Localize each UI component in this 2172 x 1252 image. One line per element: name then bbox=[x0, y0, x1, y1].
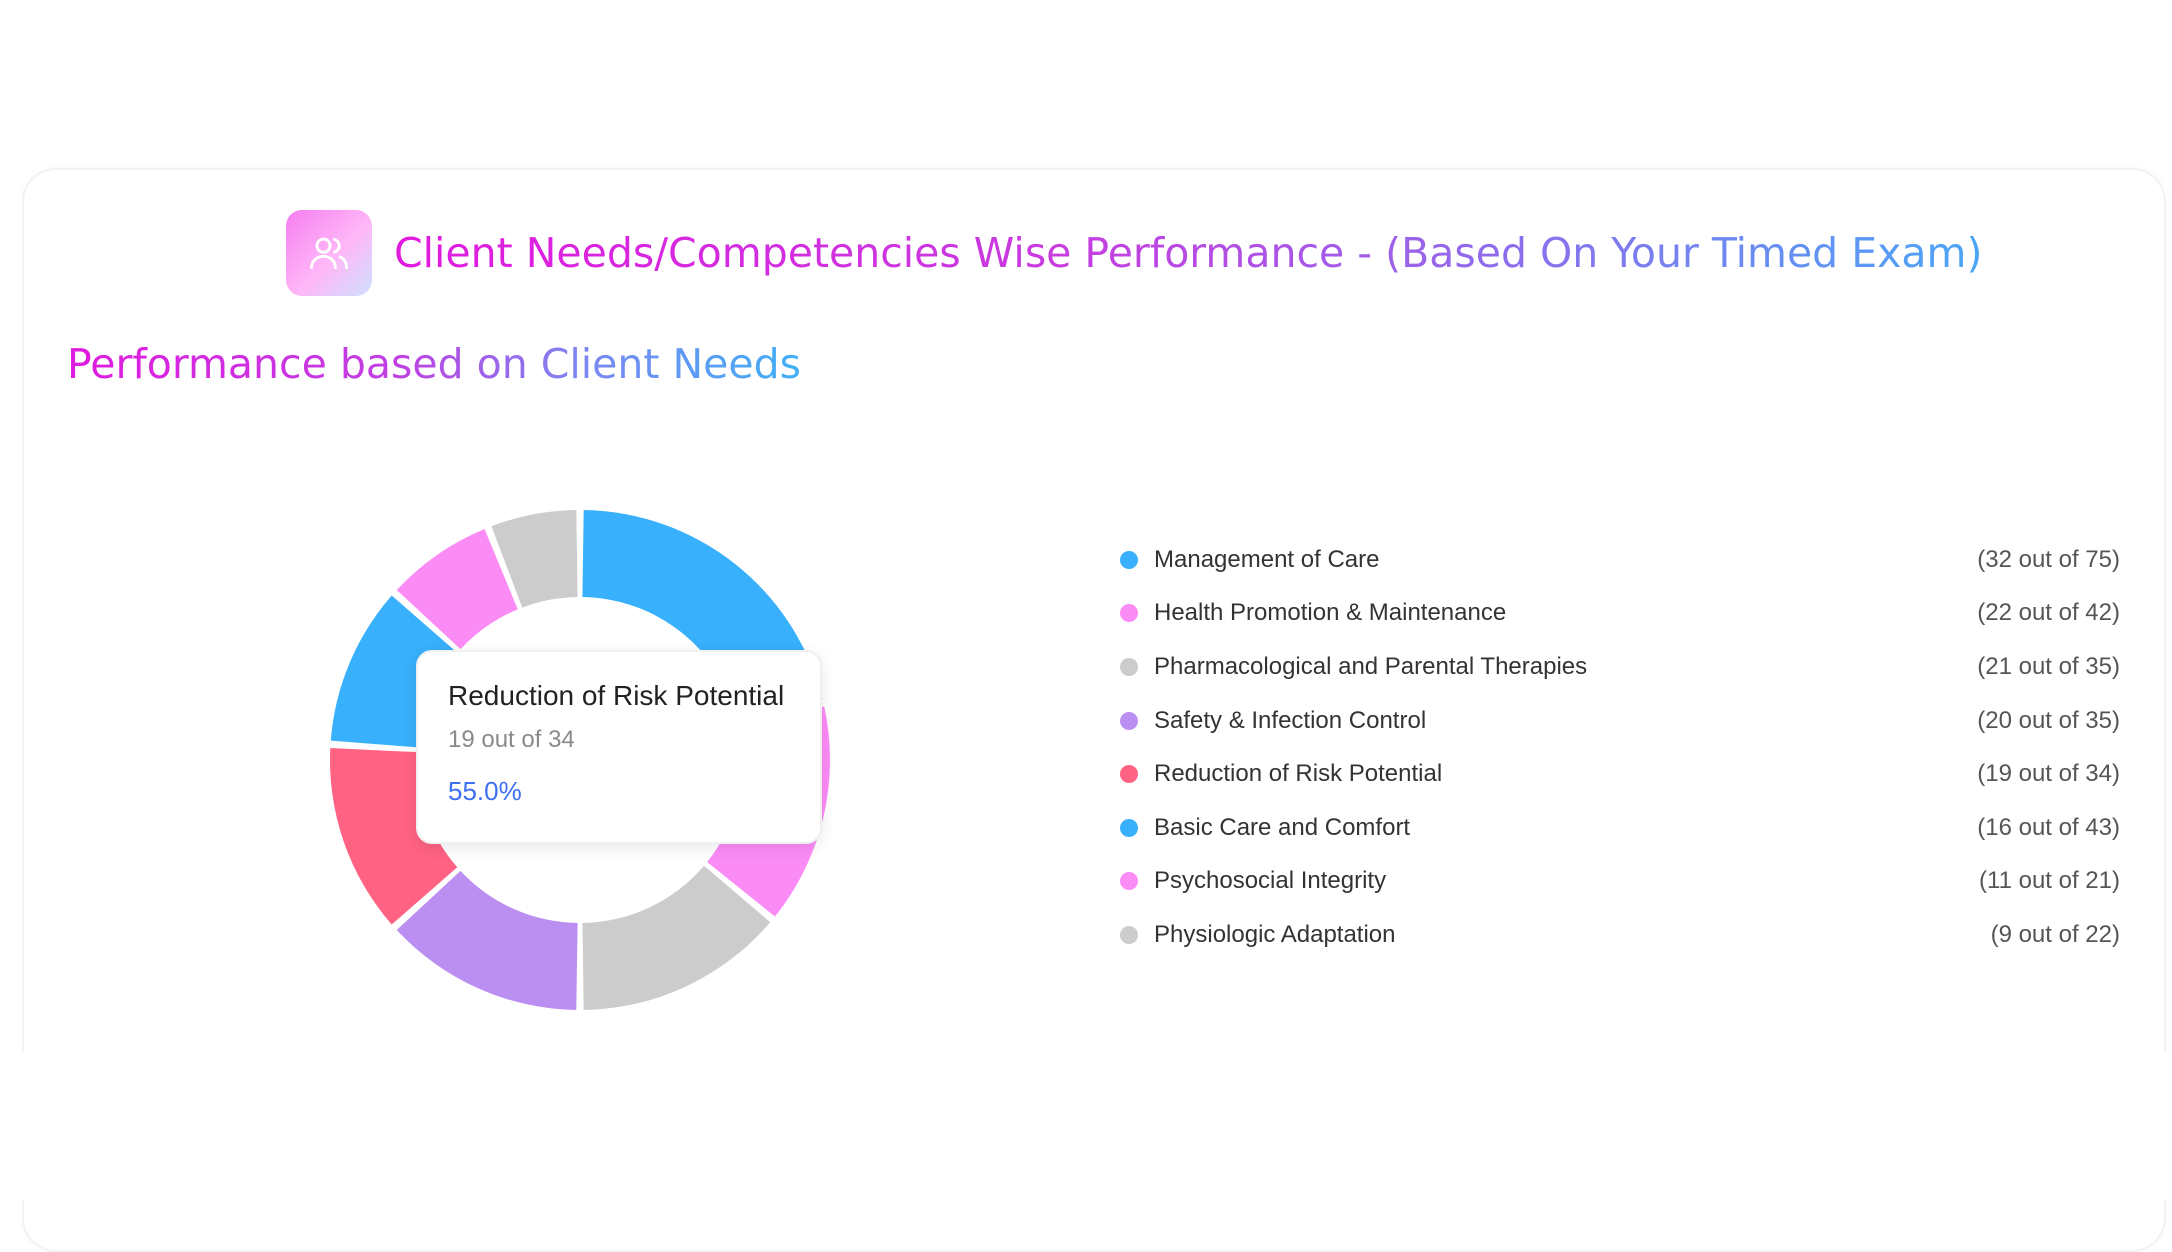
legend-count: (22 out of 42) bbox=[1977, 599, 2120, 627]
legend-label: Safety & Infection Control bbox=[1154, 706, 1427, 734]
viewport-bottom bbox=[0, 1052, 2172, 1200]
legend-item[interactable]: Safety & Infection Control (20 out of 35) bbox=[1120, 694, 2120, 748]
tooltip-percent: 55.0% bbox=[448, 776, 522, 806]
donut-slice[interactable] bbox=[330, 595, 458, 748]
legend-count: (16 out of 43) bbox=[1977, 813, 2120, 841]
legend-label: Health Promotion & Maintenance bbox=[1154, 599, 1507, 627]
donut-slice[interactable] bbox=[491, 510, 578, 608]
legend-item[interactable]: Psychosocial Integrity (11 out of 21) bbox=[1120, 855, 2120, 909]
donut-slice[interactable] bbox=[396, 528, 518, 650]
users-icon bbox=[286, 210, 372, 296]
legend-item[interactable]: Health Promotion & Maintenance (22 out of… bbox=[1120, 587, 2120, 641]
legend-label: Reduction of Risk Potential bbox=[1154, 760, 1443, 788]
legend-label: Basic Care and Comfort bbox=[1154, 813, 1411, 841]
card-title: Client Needs/Competencies Wise Performan… bbox=[394, 229, 1983, 277]
legend-count: (32 out of 75) bbox=[1977, 545, 2120, 573]
donut-slice[interactable] bbox=[396, 870, 578, 1010]
legend-count: (11 out of 21) bbox=[1979, 867, 2120, 895]
legend-item[interactable]: Basic Care and Comfort (16 out of 43) bbox=[1120, 801, 2120, 855]
legend-item[interactable]: Reduction of Risk Potential (19 out of 34… bbox=[1120, 747, 2120, 801]
legend-count: (20 out of 35) bbox=[1977, 706, 2120, 734]
legend-count: (19 out of 34) bbox=[1977, 760, 2120, 788]
legend-label: Management of Care bbox=[1154, 545, 1380, 573]
tooltip-detail: 19 out of 34 bbox=[448, 726, 575, 753]
legend-dot-icon bbox=[1120, 765, 1138, 784]
chart-legend: Management of Care (32 out of 75) Health P… bbox=[1120, 533, 2120, 962]
card-header: Client Needs/Competencies Wise Performan… bbox=[286, 210, 1982, 296]
legend-dot-icon bbox=[1120, 550, 1138, 569]
legend-dot-icon bbox=[1120, 818, 1138, 837]
legend-label: Pharmacological and Parental Therapies bbox=[1154, 652, 1588, 680]
legend-dot-icon bbox=[1120, 872, 1138, 891]
donut-slice[interactable] bbox=[330, 748, 458, 925]
donut-slice[interactable] bbox=[582, 865, 771, 1010]
legend-dot-icon bbox=[1120, 925, 1138, 944]
legend-dot-icon bbox=[1120, 657, 1138, 676]
tooltip-title: Reduction of Risk Potential bbox=[448, 680, 785, 711]
legend-item[interactable]: Physiologic Adaptation (9 out of 22) bbox=[1120, 908, 2120, 962]
legend-dot-icon bbox=[1120, 711, 1138, 730]
legend-label: Physiologic Adaptation bbox=[1154, 920, 1396, 948]
section-subtitle: Performance based on Client Needs bbox=[67, 340, 801, 388]
legend-item[interactable]: Pharmacological and Parental Therapies (2… bbox=[1120, 640, 2120, 694]
legend-label: Psychosocial Integrity bbox=[1154, 867, 1387, 895]
chart-tooltip: Reduction of Risk Potential 19 out of 34… bbox=[416, 650, 822, 844]
legend-count: (9 out of 22) bbox=[1990, 920, 2120, 948]
legend-count: (21 out of 35) bbox=[1977, 652, 2120, 680]
legend-item[interactable]: Management of Care (32 out of 75) bbox=[1120, 533, 2120, 587]
legend-dot-icon bbox=[1120, 604, 1138, 623]
